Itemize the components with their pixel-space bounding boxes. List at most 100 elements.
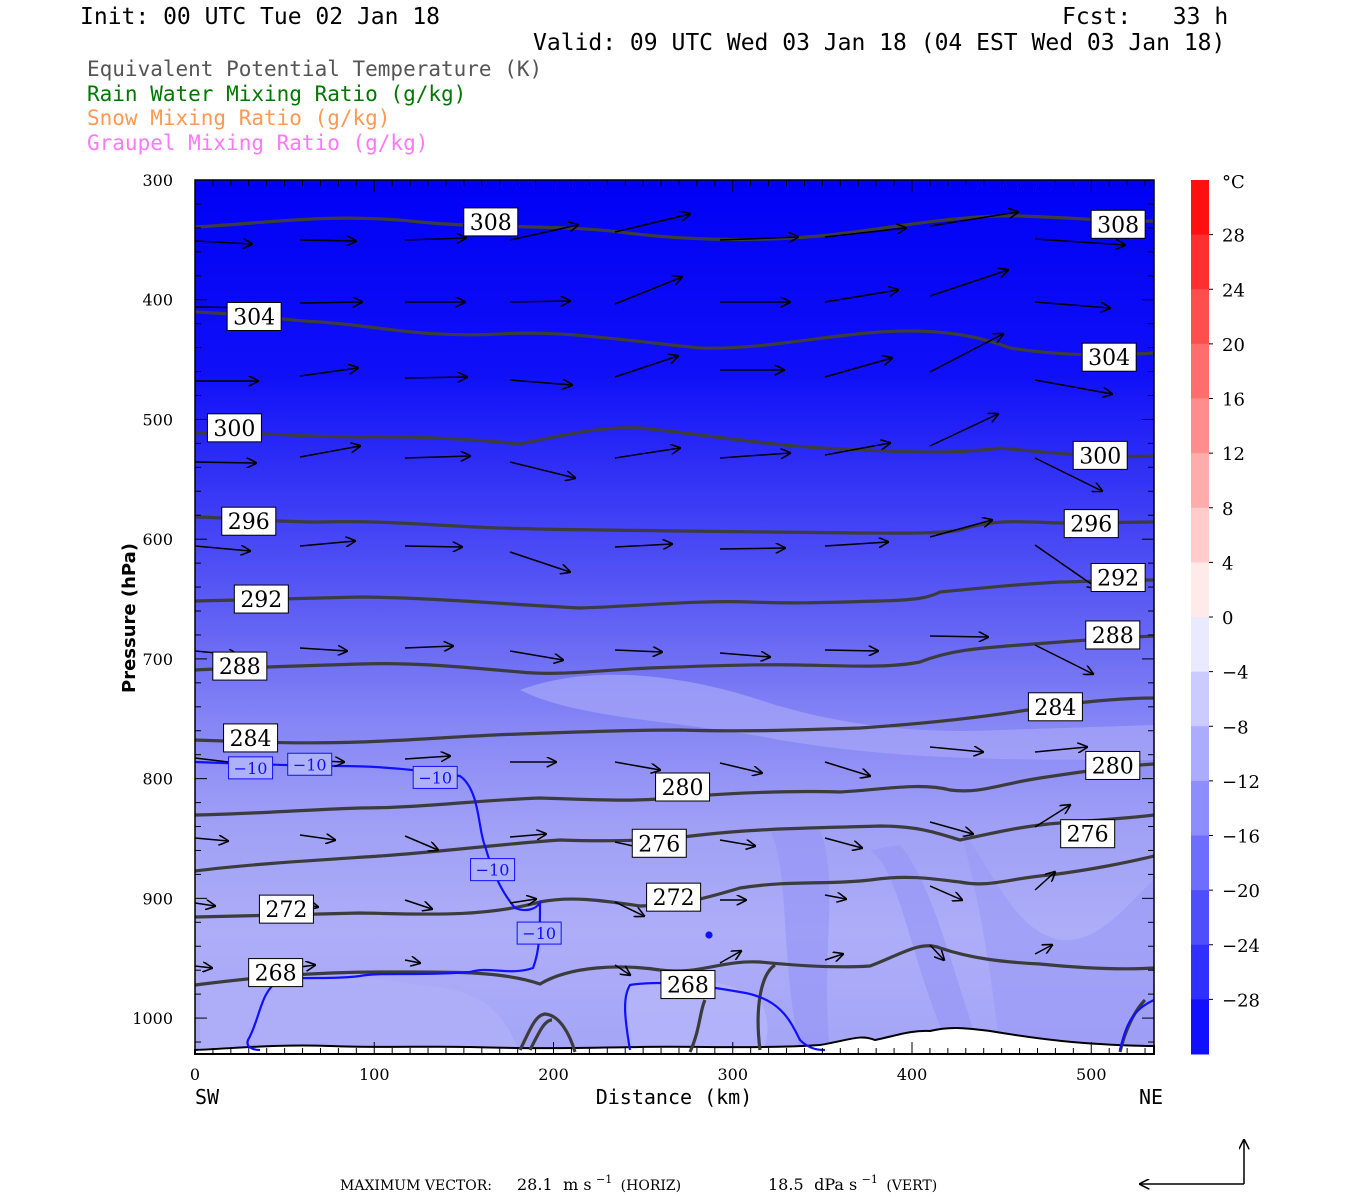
colorbar-swatch <box>1191 289 1209 345</box>
max-vert-tag: (VERT) <box>886 1178 937 1194</box>
theta-e-label-text: 296 <box>228 510 270 535</box>
colorbar-swatch <box>1191 453 1209 509</box>
theta-e-label: 272 <box>258 894 314 924</box>
legend-rain-water: Rain Water Mixing Ratio (g/kg) <box>87 82 467 106</box>
max-vert-unit: dPa s <box>814 1175 857 1194</box>
temperature-contour-labels: −10 −10 −10 −10 −10 <box>228 752 562 945</box>
theta-e-label-text: 268 <box>255 962 297 987</box>
theta-e-label-text: 308 <box>1097 213 1139 238</box>
temperature-label: −10 <box>412 765 458 789</box>
svg-text:18.5 dPa s −1: 18.5 dPa s −1 (VERT) <box>768 1171 937 1194</box>
theta-e-label-box <box>1072 440 1128 470</box>
colorbar-swatch <box>1191 999 1209 1055</box>
max-horiz-tag: (HORIZ) <box>621 1178 681 1194</box>
theta-e-label-text: 300 <box>213 417 255 442</box>
colorbar-swatch <box>1191 890 1209 946</box>
theta-e-label-text: 268 <box>667 974 709 999</box>
colorbar-label: −8 <box>1222 717 1249 738</box>
theta-e-label-box <box>1085 750 1141 780</box>
max-vector-footer: MAXIMUM VECTOR: 28.1 m s −1 (HORIZ) 18.5… <box>340 1171 937 1194</box>
y-tick-label: 1000 <box>132 1009 173 1028</box>
colorbar-label: 20 <box>1222 335 1245 356</box>
theta-e-label-box <box>226 301 282 331</box>
max-horiz-exponent: −1 <box>596 1173 612 1186</box>
theta-e-label-box <box>660 970 716 1000</box>
init-time: Init: 00 UTC Tue 02 Jan 18 <box>80 4 441 30</box>
theta-e-label-text: 284 <box>1034 696 1076 721</box>
colorbar <box>1191 180 1213 1055</box>
temperature-label-box <box>287 752 333 776</box>
theta-e-label: 308 <box>1090 209 1146 239</box>
theta-e-label-box <box>631 828 687 858</box>
colorbar-label: −24 <box>1222 936 1260 957</box>
svg-text:28.1 m s −1: 28.1 m s −1 (HORIZ) <box>517 1171 681 1194</box>
theta-e-label-box <box>248 958 304 988</box>
colorbar-swatch <box>1191 562 1209 618</box>
colorbar-label: 16 <box>1222 390 1245 411</box>
theta-e-label-box <box>655 772 711 802</box>
forecast-hour: Fcst: 33 h <box>1062 4 1229 30</box>
theta-e-label-box <box>1081 342 1137 372</box>
y-axis-ticks <box>195 179 1154 1043</box>
colorbar-swatch <box>1191 180 1209 236</box>
theta-e-label-box <box>212 651 268 681</box>
legend-snow: Snow Mixing Ratio (g/kg) <box>87 106 391 130</box>
temperature-label-box <box>228 756 274 780</box>
colorbar-swatch <box>1191 507 1209 563</box>
theta-e-label: 300 <box>1072 440 1128 470</box>
theta-e-label: 276 <box>1060 819 1116 849</box>
theta-e-label-box <box>233 584 289 614</box>
temperature-label-text: −10 <box>293 755 327 774</box>
theta-e-label-box <box>1027 692 1083 722</box>
theta-e-label-text: 304 <box>1088 346 1130 371</box>
y-tick-label: 700 <box>142 650 173 669</box>
x-tick-label: 100 <box>359 1065 390 1084</box>
theta-e-label-box <box>646 882 702 912</box>
max-vert-exponent: −1 <box>862 1173 878 1186</box>
theta-e-label-text: 292 <box>240 588 282 613</box>
colorbar-label: −12 <box>1222 772 1260 793</box>
theta-e-label-text: 288 <box>1092 624 1134 649</box>
theta-e-label: 304 <box>226 301 282 331</box>
max-vert-value: 18.5 <box>768 1175 804 1194</box>
theta-e-label-text: 276 <box>1067 823 1109 848</box>
theta-e-label-box <box>1085 620 1141 650</box>
wind-vectors <box>195 212 1125 975</box>
colorbar-swatch <box>1191 780 1209 836</box>
legend-graupel: Graupel Mixing Ratio (g/kg) <box>87 131 429 155</box>
y-tick-label: 800 <box>142 770 173 789</box>
theta-e-label-box <box>1090 562 1146 592</box>
theta-e-label-text: 300 <box>1079 444 1121 469</box>
theta-e-label: 276 <box>631 828 687 858</box>
y-tick-label: 600 <box>142 530 173 549</box>
theta-e-label-box <box>221 506 277 536</box>
x-axis-title: Distance (km) <box>596 1085 753 1109</box>
colorbar-swatch <box>1191 234 1209 290</box>
theta-e-contours <box>195 214 1154 1053</box>
theta-e-label-text: 272 <box>653 886 695 911</box>
y-tick-label: 900 <box>142 889 173 908</box>
colorbar-label: −20 <box>1222 881 1260 902</box>
theta-e-label-text: 284 <box>230 727 272 752</box>
colorbar-label: 12 <box>1222 444 1245 465</box>
temperature-shading <box>195 180 1154 1054</box>
temperature-label: −10 <box>516 921 562 945</box>
x-tick-label: 400 <box>897 1065 928 1084</box>
colorbar-swatch <box>1191 726 1209 782</box>
x-axis-tick-labels: 0 100 200 300 400 500 <box>190 1065 1107 1084</box>
theta-e-label-box <box>463 207 519 237</box>
theta-e-label: 284 <box>223 723 279 753</box>
y-tick-label: 500 <box>142 410 173 429</box>
colorbar-labels: 28 24 20 16 12 8 4 0 −4 −8 −12 −16 −20 −24 −28 <box>1222 226 1260 1012</box>
x-tick-label: 500 <box>1076 1065 1107 1084</box>
theta-e-label-text: 304 <box>233 305 275 330</box>
colorbar-label: 0 <box>1222 608 1233 629</box>
colorbar-swatch <box>1191 944 1209 1000</box>
temperature-label-text: −10 <box>418 768 452 787</box>
colorbar-swatch <box>1191 835 1209 891</box>
colorbar-swatch <box>1191 617 1209 673</box>
theta-e-label-box <box>258 894 314 924</box>
temperature-label-text: −10 <box>234 759 268 778</box>
x-axis-left-end-label: SW <box>195 1085 220 1109</box>
